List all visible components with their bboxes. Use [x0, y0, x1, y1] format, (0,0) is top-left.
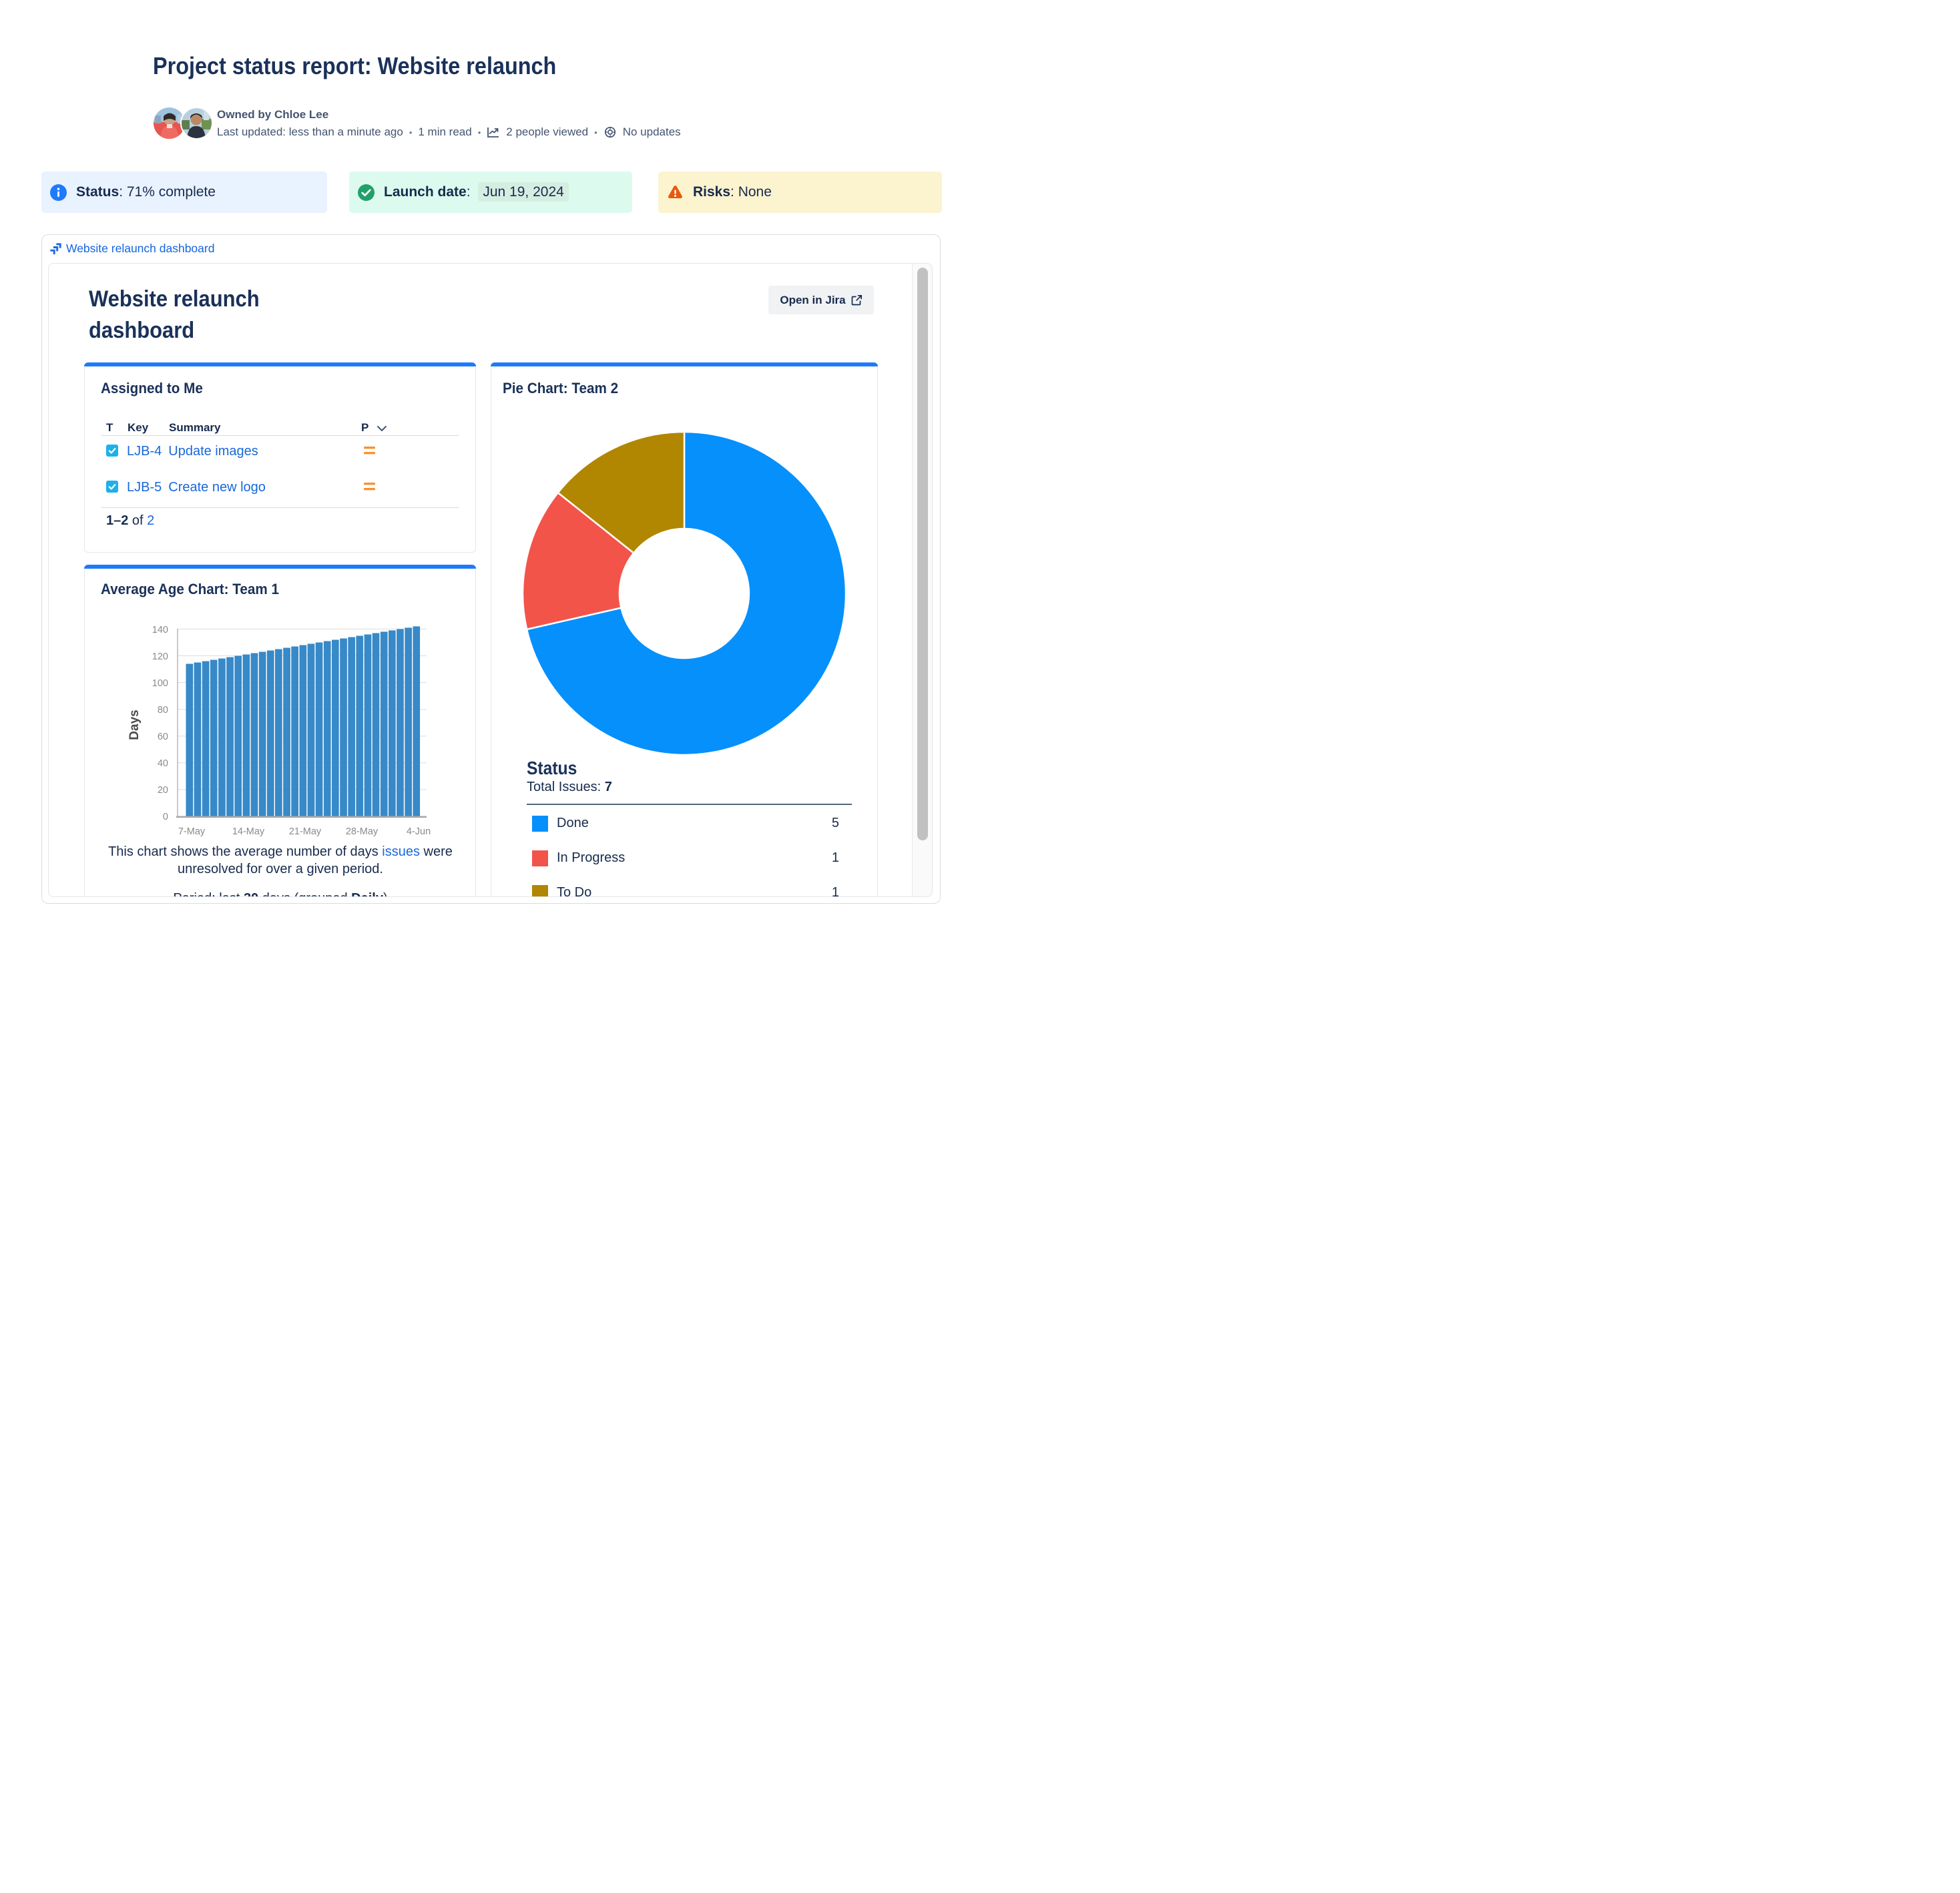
svg-text:80: 80 [158, 705, 168, 716]
svg-text:28-May: 28-May [346, 826, 379, 837]
svg-text:20: 20 [158, 785, 168, 796]
svg-text:4-Jun: 4-Jun [407, 826, 431, 837]
svg-text:21-May: 21-May [289, 826, 322, 837]
svg-text:60: 60 [158, 732, 168, 742]
svg-text:120: 120 [152, 651, 168, 662]
svg-text:40: 40 [158, 758, 168, 769]
svg-text:0: 0 [163, 812, 168, 822]
svg-text:7-May: 7-May [178, 826, 206, 837]
svg-text:140: 140 [152, 625, 168, 635]
svg-text:100: 100 [152, 678, 168, 689]
svg-text:Days: Days [128, 710, 142, 740]
svg-text:14-May: 14-May [232, 826, 265, 837]
